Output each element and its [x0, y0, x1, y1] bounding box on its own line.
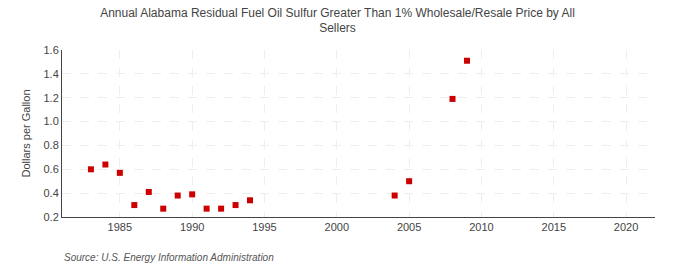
svg-text:Annual Alabama Residual Fuel O: Annual Alabama Residual Fuel Oil Sulfur … — [100, 6, 575, 36]
svg-text:2020: 2020 — [614, 221, 638, 233]
svg-text:0.2: 0.2 — [44, 211, 59, 223]
svg-text:2010: 2010 — [469, 221, 493, 233]
svg-text:1.6: 1.6 — [44, 44, 59, 56]
svg-text:1.4: 1.4 — [44, 68, 59, 80]
svg-text:2000: 2000 — [325, 221, 349, 233]
svg-text:Source: U.S. Energy Informatio: Source: U.S. Energy Information Administ… — [64, 252, 274, 263]
svg-text:1985: 1985 — [108, 221, 132, 233]
svg-text:0.8: 0.8 — [44, 139, 59, 151]
svg-text:2005: 2005 — [397, 221, 421, 233]
svg-text:1995: 1995 — [252, 221, 276, 233]
svg-text:1990: 1990 — [180, 221, 204, 233]
svg-text:2015: 2015 — [542, 221, 566, 233]
svg-text:0.4: 0.4 — [44, 187, 59, 199]
svg-text:0.6: 0.6 — [44, 163, 59, 175]
svg-text:Dollars per Gallon: Dollars per Gallon — [20, 89, 32, 177]
svg-text:1.2: 1.2 — [44, 92, 59, 104]
svg-text:1.0: 1.0 — [44, 115, 59, 127]
